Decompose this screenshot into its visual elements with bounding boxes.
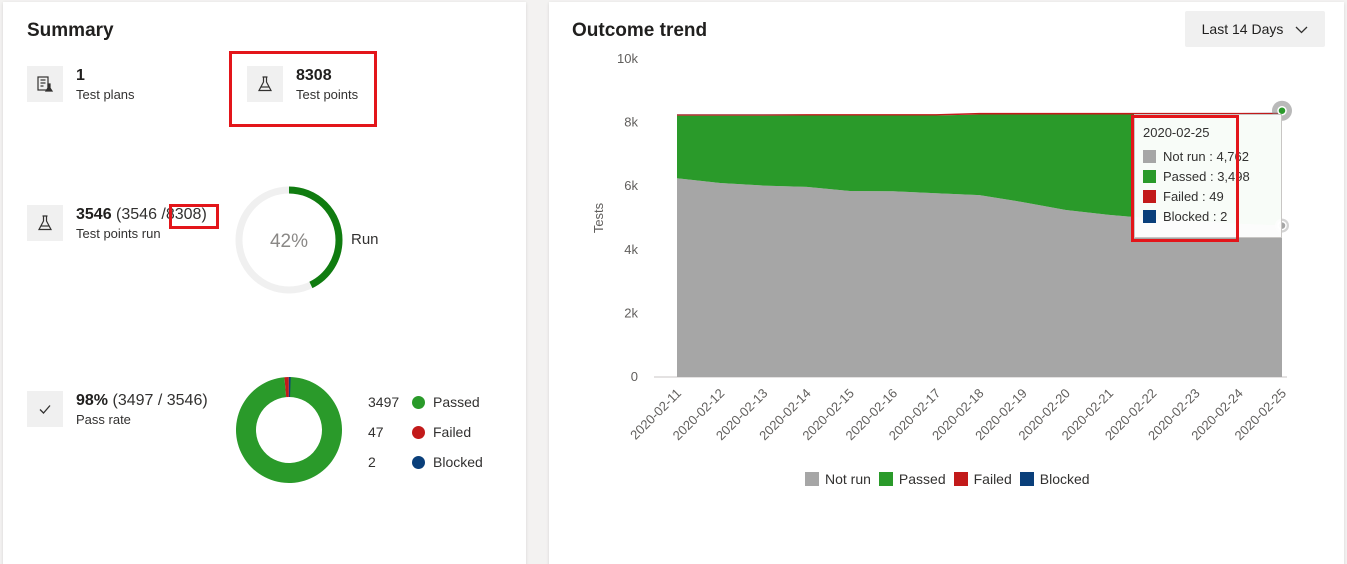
test-points-run-label: Test points run (76, 226, 161, 241)
tooltip-swatch-icon (1143, 149, 1156, 163)
chart-tooltip: 2020-02-25 Not run : 4,762 Passed : 3,498… (1134, 114, 1282, 238)
run-ring-label: Run (351, 231, 379, 248)
y-axis-label: Tests (591, 202, 606, 233)
run-progress-ring: 42% (235, 186, 343, 294)
area-series-not-run[interactable] (677, 178, 1282, 377)
outcome-trend-chart: 02k4k6k8k10kTests2020-02-112020-02-12202… (591, 51, 1292, 443)
y-tick-label: 10k (617, 51, 638, 66)
outcome-legend-item-failed: 47 Failed (368, 417, 483, 447)
chart-legend-item-not-run[interactable]: Not run (805, 471, 871, 487)
area-series-passed[interactable] (677, 114, 1282, 226)
tooltip-swatch-icon (1143, 209, 1156, 223)
date-range-dropdown[interactable]: Last 14 Days (1185, 11, 1325, 47)
pass-rate-detail: (3497 / 3546) (112, 392, 208, 409)
summary-card: Summary 1 Test plans 8308 Test po (3, 2, 526, 564)
y-tick-label: 8k (624, 115, 638, 130)
run-percent-text: 42% (270, 231, 308, 252)
tooltip-row: Failed : 49 (1143, 186, 1273, 206)
chart-legend-item-passed[interactable]: Passed (878, 471, 946, 487)
trend-title: Outcome trend (572, 20, 708, 41)
legend-dot-icon (412, 455, 425, 469)
checkmark-icon (27, 391, 63, 427)
chart-legend-label: Passed (898, 471, 946, 487)
area-series-blocked[interactable] (677, 112, 1282, 115)
tooltip-row-text: Passed : 3,498 (1163, 168, 1250, 184)
trend-card: Outcome trend Last 14 Days 0 2k 4k 6k 8k 10k T… (549, 2, 1344, 564)
y-tick-label: 6k (624, 178, 638, 193)
chart-legend-label: Blocked (1039, 471, 1090, 487)
outcome-count: 47 (368, 424, 384, 440)
chart-legend-item-failed[interactable]: Failed (953, 471, 1012, 487)
y-tick-label: 0 (631, 369, 638, 384)
test-points-stat[interactable]: 8308 Test points (247, 66, 358, 103)
legend-swatch-icon (1019, 472, 1034, 486)
tooltip-row-text: Not run : 4,762 (1163, 148, 1249, 164)
chart-legend-label: Failed (973, 471, 1012, 487)
tooltip-row: Not run : 4,762 (1143, 146, 1273, 166)
test-points-run-detail: (3546 / (116, 206, 166, 223)
chart-legend: Not run Passed Failed Blocked (805, 471, 1098, 487)
legend-swatch-icon (953, 472, 968, 486)
outcome-donut-chart (236, 377, 342, 483)
date-range-label: Last 14 Days (1201, 21, 1284, 37)
outcome-count: 2 (368, 454, 376, 470)
chart-legend-label: Not run (825, 471, 871, 487)
test-plan-icon (27, 66, 63, 102)
area-series-failed[interactable] (677, 112, 1282, 116)
legend-swatch-icon (878, 472, 893, 486)
test-plans-label: Test plans (76, 87, 135, 102)
donut-slice-blocked[interactable] (288, 377, 291, 398)
test-plans-value: 1 (76, 67, 85, 84)
outcome-legend: 3497 Passed 47 Failed 2 Blocked (368, 387, 483, 477)
tooltip-row-text: Failed : 49 (1163, 188, 1224, 204)
donut-slice-passed[interactable] (236, 377, 342, 483)
tooltip-date: 2020-02-25 (1143, 125, 1210, 140)
test-points-run-total: 8308) (165, 206, 207, 223)
y-tick-label: 2k (624, 305, 638, 320)
legend-swatch-icon (805, 472, 819, 486)
tooltip-swatch-icon (1143, 189, 1156, 203)
test-points-run-stat[interactable]: 3546 (3546 /8308) Test points run (27, 205, 207, 242)
tooltip-row: Blocked : 2 (1143, 206, 1273, 226)
legend-dot-icon (412, 425, 425, 439)
pass-rate-label: Pass rate (76, 412, 131, 427)
donut-slice-failed[interactable] (284, 377, 289, 398)
flask-icon (247, 66, 283, 102)
legend-dot-icon (412, 395, 425, 409)
outcome-label: Failed (433, 424, 472, 440)
run-ring-arc (235, 186, 343, 294)
outcome-label: Passed (433, 394, 480, 410)
pass-rate-stat[interactable]: 98% (3497 / 3546) Pass rate (27, 391, 208, 428)
y-tick-label: 4k (624, 242, 638, 257)
chevron-down-icon (1295, 21, 1308, 37)
tooltip-row: Passed : 3,498 (1143, 166, 1273, 186)
outcome-label: Blocked (433, 454, 483, 470)
test-points-label: Test points (296, 87, 359, 102)
test-points-value: 8308 (296, 67, 332, 84)
hover-marker-passed (1277, 105, 1287, 116)
tooltip-row-text: Blocked : 2 (1163, 208, 1228, 224)
outcome-count: 3497 (368, 394, 400, 410)
test-plans-stat[interactable]: 1 Test plans (27, 66, 135, 103)
flask-icon (27, 205, 63, 241)
test-points-run-value: 3546 (76, 206, 112, 223)
outcome-legend-item-blocked: 2 Blocked (368, 447, 483, 477)
outcome-legend-item-passed: 3497 Passed (368, 387, 483, 417)
chart-legend-item-blocked[interactable]: Blocked (1019, 471, 1090, 487)
pass-rate-value: 98% (76, 392, 109, 409)
summary-title: Summary (27, 20, 114, 41)
tooltip-swatch-icon (1143, 169, 1156, 183)
